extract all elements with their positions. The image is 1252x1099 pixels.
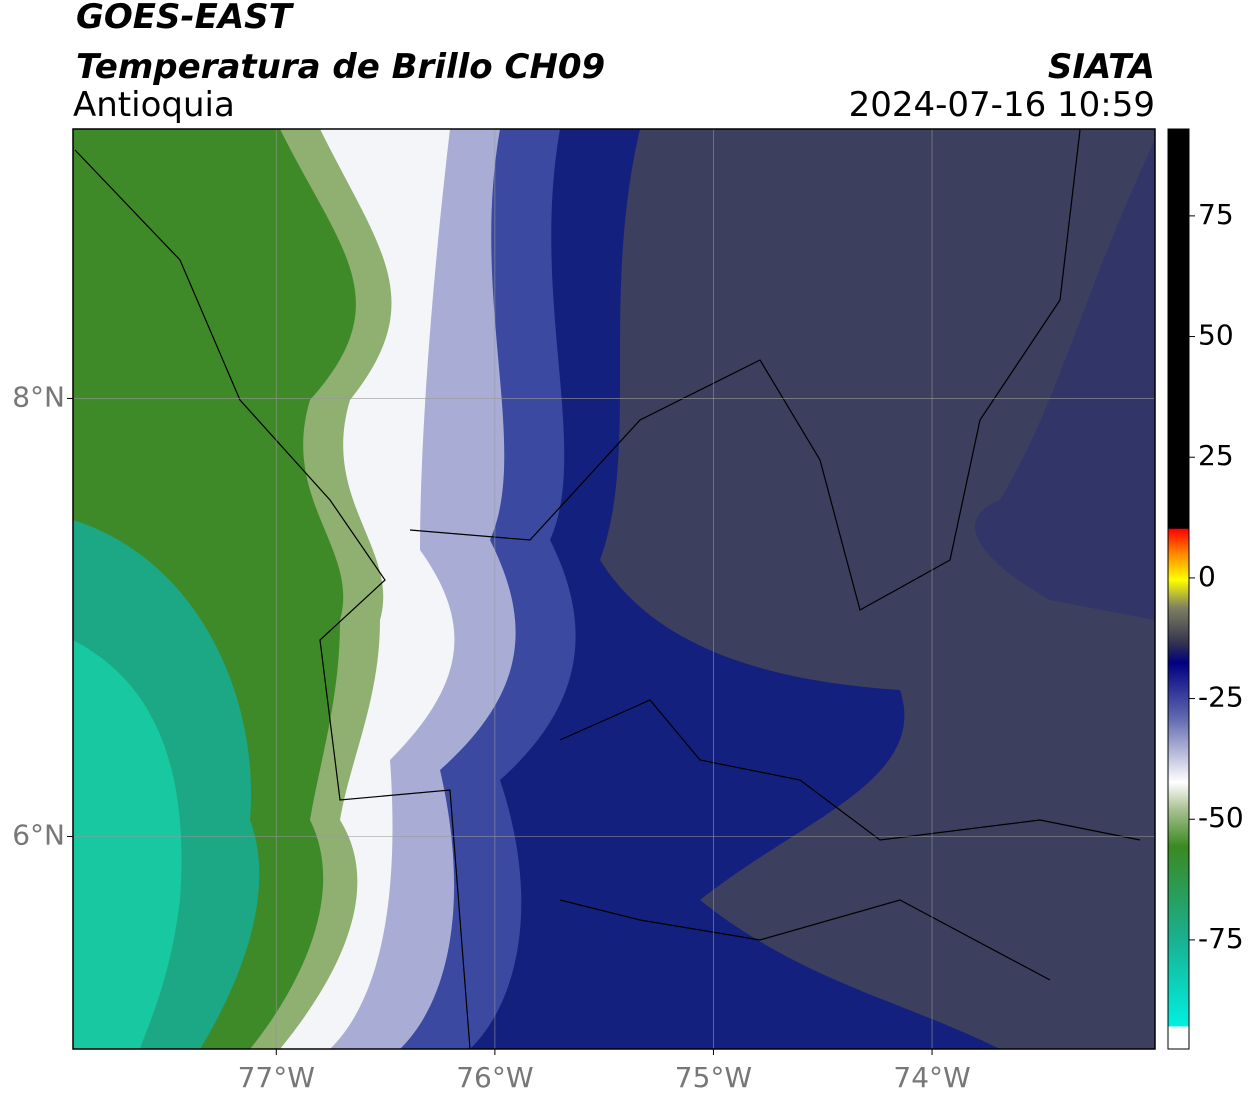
colorbar-tick-label: 75	[1198, 198, 1234, 231]
x-tick-label: 75°W	[675, 1061, 752, 1094]
x-tick-label: 77°W	[238, 1061, 315, 1094]
colorbar-tick-label: -25	[1198, 681, 1244, 714]
field-navy-ne	[73, 129, 1155, 620]
y-tick-label: 6°N	[12, 819, 65, 852]
colorbar-tick-label: 0	[1198, 560, 1216, 593]
datetime: 2024-07-16 10:59	[849, 85, 1155, 125]
subtitle: Temperatura de Brillo CH09	[76, 47, 605, 87]
region: Antioquia	[73, 85, 235, 125]
colorbar	[1167, 128, 1190, 1050]
source: SIATA	[1048, 47, 1155, 87]
boundaries	[74, 129, 1141, 1049]
x-tick-label: 74°W	[893, 1061, 970, 1094]
title: GOES-EAST	[76, 0, 295, 37]
x-tick-label: 76°W	[456, 1061, 533, 1094]
map-frame	[72, 128, 1156, 1050]
grid	[73, 129, 1155, 1049]
colorbar-tick-label: -50	[1198, 801, 1244, 834]
colorbar-tick-label: -75	[1198, 922, 1244, 955]
field-teal-bright	[73, 640, 182, 1049]
y-tick-label: 8°N	[12, 380, 65, 413]
map-image	[73, 129, 1155, 1049]
colorbar-tick-label: 50	[1198, 319, 1234, 352]
colorbar-tick-label: 25	[1198, 439, 1234, 472]
